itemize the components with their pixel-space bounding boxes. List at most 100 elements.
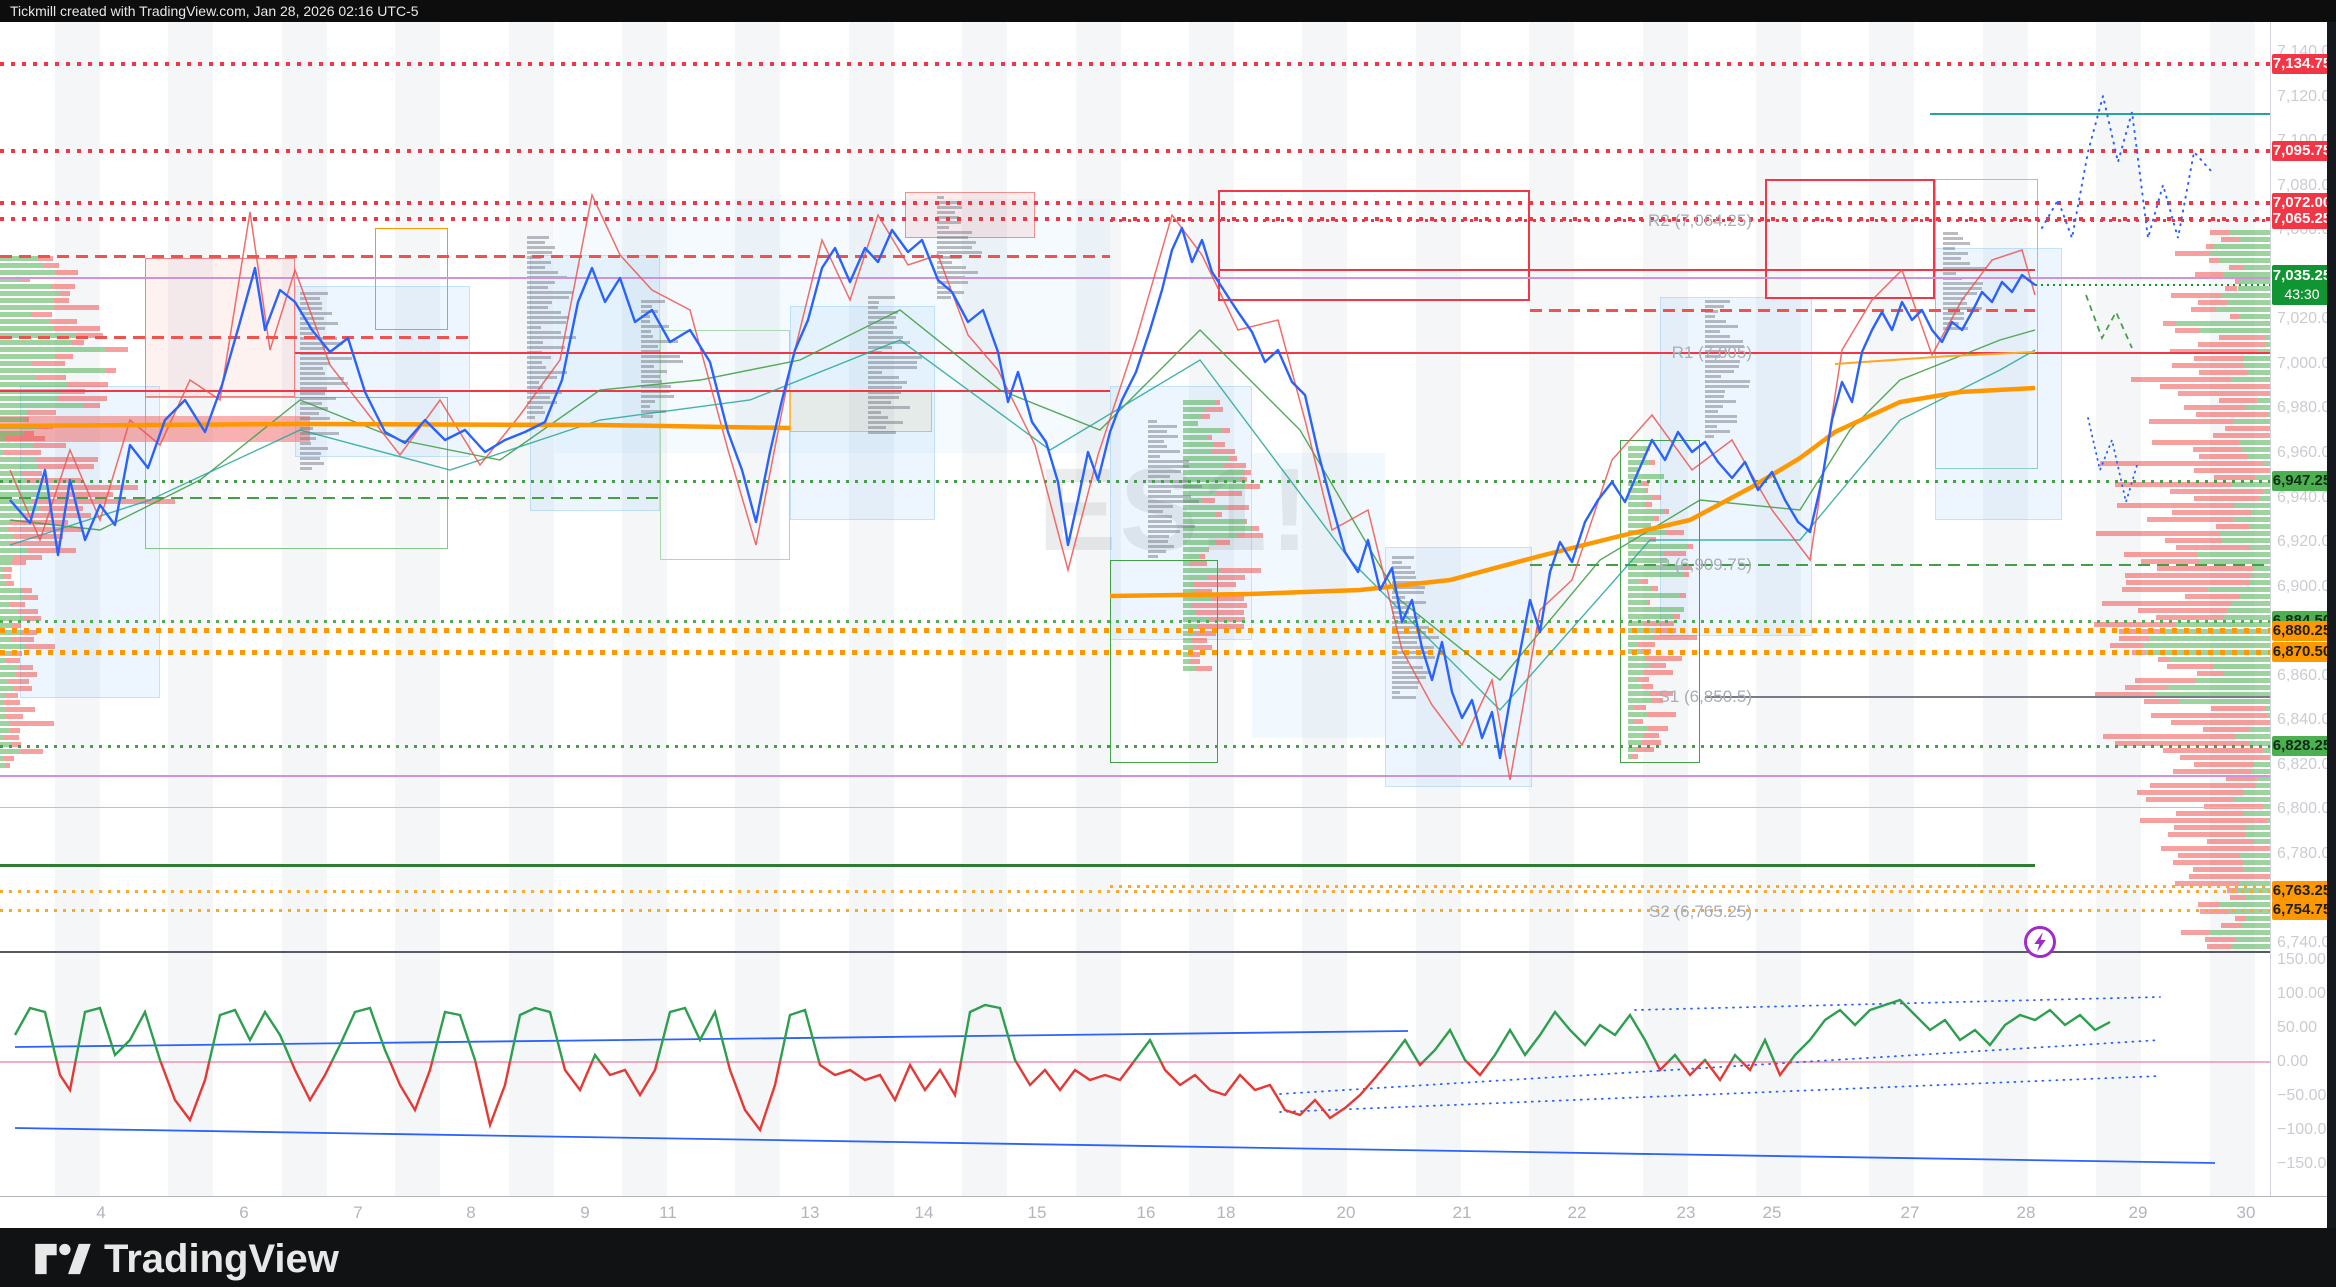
volume-profile-bar — [33, 443, 67, 448]
volume-profile-bar — [868, 306, 878, 309]
volume-profile-bar — [2158, 657, 2169, 662]
brand-name[interactable]: TradingView — [104, 1237, 339, 1281]
volume-profile-bar — [4, 700, 21, 705]
oscillator-tick-label: 150.00 — [2277, 951, 2326, 968]
volume-profile-bar — [1705, 360, 1740, 363]
volume-profile-bar — [2218, 335, 2267, 340]
volume-profile-bar — [2231, 482, 2270, 487]
pane-divider[interactable] — [0, 951, 2330, 953]
chart-plot-area[interactable]: ES1! R2 (7,064.25) R1 (7,005) P (6,909.75)… — [0, 0, 2270, 1196]
volume-profile-bar — [1628, 474, 1663, 479]
volume-profile-bar — [2228, 265, 2245, 270]
volume-profile-bar — [1148, 450, 1180, 453]
forecast-zigzag — [2041, 95, 2213, 242]
volume-profile-bar — [1645, 488, 1648, 493]
price-label: 6,828.25 — [2272, 736, 2332, 757]
volume-profile-bar — [2214, 475, 2256, 480]
volume-profile-bar — [50, 284, 75, 289]
zone-box — [1620, 439, 1700, 763]
volume-profile-bar — [2167, 664, 2214, 669]
volume-profile-bar — [105, 347, 129, 352]
volume-profile-bar — [0, 263, 44, 268]
price-tick-label: 7,020.00 — [2277, 310, 2336, 328]
volume-profile-bar — [1628, 670, 1644, 675]
volume-profile-bar — [12, 623, 22, 628]
volume-profile-bar — [2220, 531, 2270, 536]
volume-profile-bar — [1392, 626, 1429, 629]
volume-profile-bar — [8, 679, 29, 684]
volume-profile-bar — [527, 381, 539, 384]
volume-profile-bar — [527, 391, 563, 394]
volume-profile-bar — [937, 206, 962, 209]
volume-profile-bar — [300, 437, 317, 440]
volume-profile-bar — [1651, 586, 1658, 591]
volume-profile-bar — [1628, 453, 1645, 458]
volume-profile-bar — [0, 464, 39, 469]
volume-profile-bar — [641, 355, 680, 358]
time-tick-label: 4 — [96, 1203, 106, 1222]
volume-profile-bar — [1392, 636, 1440, 639]
volume-profile-bar — [2149, 419, 2234, 424]
volume-profile-bar — [1183, 582, 1194, 587]
volume-profile-bar — [2247, 370, 2270, 375]
volume-profile-bar — [1215, 540, 1231, 545]
price-axis[interactable]: 7,140.007,120.007,100.007,080.007,060.00… — [2270, 22, 2336, 1228]
volume-profile-bar — [2145, 797, 2235, 802]
volume-profile-bar — [641, 395, 674, 398]
volume-profile-bar — [1628, 502, 1645, 507]
volume-profile-bar — [2268, 846, 2270, 851]
tradingview-logo-icon[interactable] — [34, 1240, 92, 1278]
time-tick-label: 28 — [2016, 1203, 2036, 1222]
volume-profile-bar — [937, 251, 983, 254]
time-tick-label: 22 — [1567, 1203, 1587, 1222]
volume-profile-bar — [2178, 853, 2241, 858]
volume-profile-bar — [1392, 566, 1412, 569]
volume-profile-bar — [300, 447, 328, 450]
volume-profile-bar — [2199, 328, 2270, 333]
price-line — [9, 226, 2036, 760]
volume-profile-bar — [13, 555, 42, 560]
volume-profile-bar — [300, 397, 336, 400]
volume-profile-bar — [1183, 666, 1196, 671]
volume-profile-bar — [300, 317, 324, 320]
volume-profile-bar — [937, 291, 964, 294]
volume-profile-bar — [2256, 776, 2270, 781]
volume-profile-bar — [1392, 691, 1401, 694]
level-line — [0, 863, 2035, 867]
volume-profile-bar — [2229, 230, 2270, 235]
time-axis[interactable]: 4 6 7 8 9 11 13 14 15 16 18 20 21 22 23 25 27 28 29 30 — [0, 1196, 2336, 1228]
volume-profile-bar — [1183, 547, 1207, 552]
volume-profile-bar — [0, 609, 17, 614]
volume-profile-bar — [1652, 635, 1698, 640]
volume-profile-bar — [2219, 398, 2258, 403]
volume-profile-bar — [527, 356, 551, 359]
last-price-value: 7,035.25 — [2272, 267, 2332, 285]
zone-box — [375, 227, 448, 331]
volume-profile-bar — [16, 609, 39, 614]
pivot-label: R1 (7,005) — [1671, 342, 1752, 362]
volume-profile-bar — [1148, 505, 1173, 508]
volume-profile-bar — [1649, 663, 1666, 668]
volume-profile-bar — [1640, 579, 1649, 584]
volume-profile-bar — [1628, 579, 1641, 584]
volume-profile-bar — [2244, 356, 2270, 361]
volume-profile-bar — [1628, 747, 1635, 752]
time-tick-label: 23 — [1676, 1203, 1696, 1222]
volume-profile-bar — [1213, 442, 1226, 447]
volume-profile-bar — [0, 749, 21, 754]
volume-profile-bar — [1392, 606, 1410, 609]
volume-profile-bar — [2208, 587, 2270, 592]
volume-profile-bar — [527, 251, 552, 254]
volume-profile-bar — [0, 672, 17, 677]
volume-profile-bar — [2245, 895, 2270, 900]
volume-profile-bar — [1183, 624, 1198, 629]
volume-profile-bar — [527, 406, 543, 409]
volume-profile-bar — [2146, 517, 2233, 522]
volume-profile-bar — [1183, 421, 1198, 426]
volume-profile-bar — [1148, 490, 1171, 493]
volume-profile-bar — [641, 335, 653, 338]
flash-marker-icon[interactable] — [2024, 926, 2056, 958]
volume-profile-bar — [300, 347, 326, 350]
volume-profile-bar — [2206, 839, 2255, 844]
